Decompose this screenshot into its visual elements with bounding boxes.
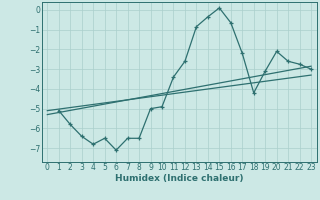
X-axis label: Humidex (Indice chaleur): Humidex (Indice chaleur) (115, 174, 244, 183)
